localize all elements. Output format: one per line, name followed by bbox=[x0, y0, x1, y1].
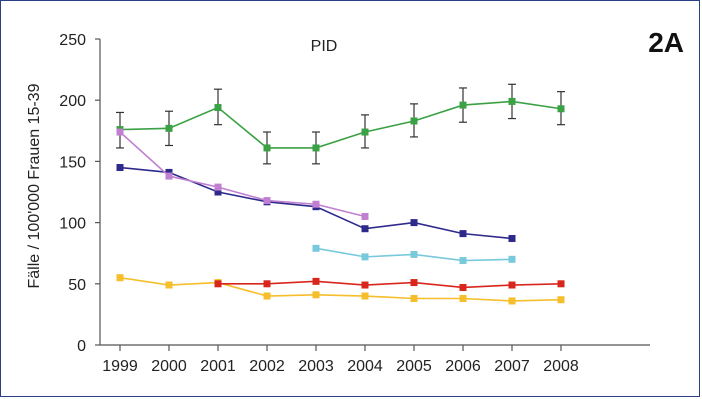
axes bbox=[99, 39, 650, 346]
data-point bbox=[410, 250, 418, 258]
x-axis-ticks: 1999 2000 2001 2002 2003 2004 2005 2006 2007 2008 bbox=[102, 345, 579, 375]
y-tick-label: 0 bbox=[77, 338, 86, 355]
data-point bbox=[165, 124, 173, 132]
series-4 bbox=[312, 244, 516, 265]
y-tick-label: 150 bbox=[59, 154, 86, 171]
data-point bbox=[361, 128, 369, 136]
series-layer bbox=[116, 83, 565, 305]
data-point bbox=[410, 219, 418, 227]
series-line bbox=[218, 280, 562, 289]
data-point bbox=[459, 257, 467, 265]
x-tick-label: 2004 bbox=[347, 358, 383, 375]
data-point bbox=[312, 291, 320, 299]
data-point bbox=[459, 230, 467, 238]
data-point bbox=[214, 183, 222, 191]
data-point bbox=[165, 172, 173, 180]
data-point bbox=[361, 212, 369, 220]
series-6 bbox=[214, 277, 565, 291]
data-point bbox=[165, 168, 173, 176]
data-point bbox=[361, 253, 369, 261]
x-tick-label: 2008 bbox=[543, 358, 579, 375]
data-point bbox=[263, 144, 271, 152]
series-5 bbox=[116, 274, 565, 305]
data-point bbox=[165, 281, 173, 289]
data-point bbox=[263, 292, 271, 300]
data-point bbox=[361, 225, 369, 233]
data-point bbox=[214, 104, 222, 112]
data-point bbox=[312, 144, 320, 152]
series-line bbox=[119, 276, 562, 302]
data-point bbox=[459, 283, 467, 291]
x-tick-label: 2005 bbox=[396, 358, 432, 375]
data-point bbox=[508, 235, 516, 243]
data-point bbox=[508, 255, 516, 263]
data-point bbox=[557, 105, 565, 113]
y-tick-label: 50 bbox=[68, 277, 86, 294]
data-point bbox=[312, 244, 320, 252]
data-point bbox=[214, 280, 222, 288]
y-axis-title: Fälle / 100'000 Frauen 15-39 bbox=[26, 83, 43, 288]
y-tick-label: 100 bbox=[59, 216, 86, 233]
data-point bbox=[508, 281, 516, 289]
data-point bbox=[410, 294, 418, 302]
x-tick-label: 2002 bbox=[249, 358, 285, 375]
panel-label: 2A bbox=[648, 27, 684, 58]
data-point bbox=[508, 97, 516, 105]
data-point bbox=[361, 281, 369, 289]
y-axis-ticks: 0 50 100 150 200 250 bbox=[59, 32, 100, 355]
data-point bbox=[410, 117, 418, 125]
x-tick-label: 1999 bbox=[102, 358, 138, 375]
x-tick-label: 2007 bbox=[494, 358, 530, 375]
x-tick-label: 2003 bbox=[298, 358, 334, 375]
x-tick-label: 2006 bbox=[445, 358, 481, 375]
data-point bbox=[116, 164, 124, 172]
data-point bbox=[459, 294, 467, 302]
series-line bbox=[119, 131, 366, 218]
data-point bbox=[557, 280, 565, 288]
data-point bbox=[214, 188, 222, 196]
data-point bbox=[361, 292, 369, 300]
y-tick-label: 200 bbox=[59, 93, 86, 110]
data-point bbox=[312, 277, 320, 285]
series-line bbox=[119, 100, 562, 149]
data-point bbox=[263, 280, 271, 288]
y-tick-label: 250 bbox=[59, 32, 86, 49]
data-point bbox=[312, 200, 320, 208]
series-3 bbox=[116, 128, 369, 220]
data-point bbox=[459, 101, 467, 109]
x-tick-label: 2001 bbox=[200, 358, 236, 375]
series-1 bbox=[116, 83, 565, 165]
data-point bbox=[557, 296, 565, 304]
x-tick-label: 2000 bbox=[151, 358, 187, 375]
chart-title: PID bbox=[311, 38, 338, 55]
data-point bbox=[508, 297, 516, 305]
data-point bbox=[116, 128, 124, 136]
data-point bbox=[116, 274, 124, 282]
data-point bbox=[263, 197, 271, 205]
data-point bbox=[410, 279, 418, 287]
